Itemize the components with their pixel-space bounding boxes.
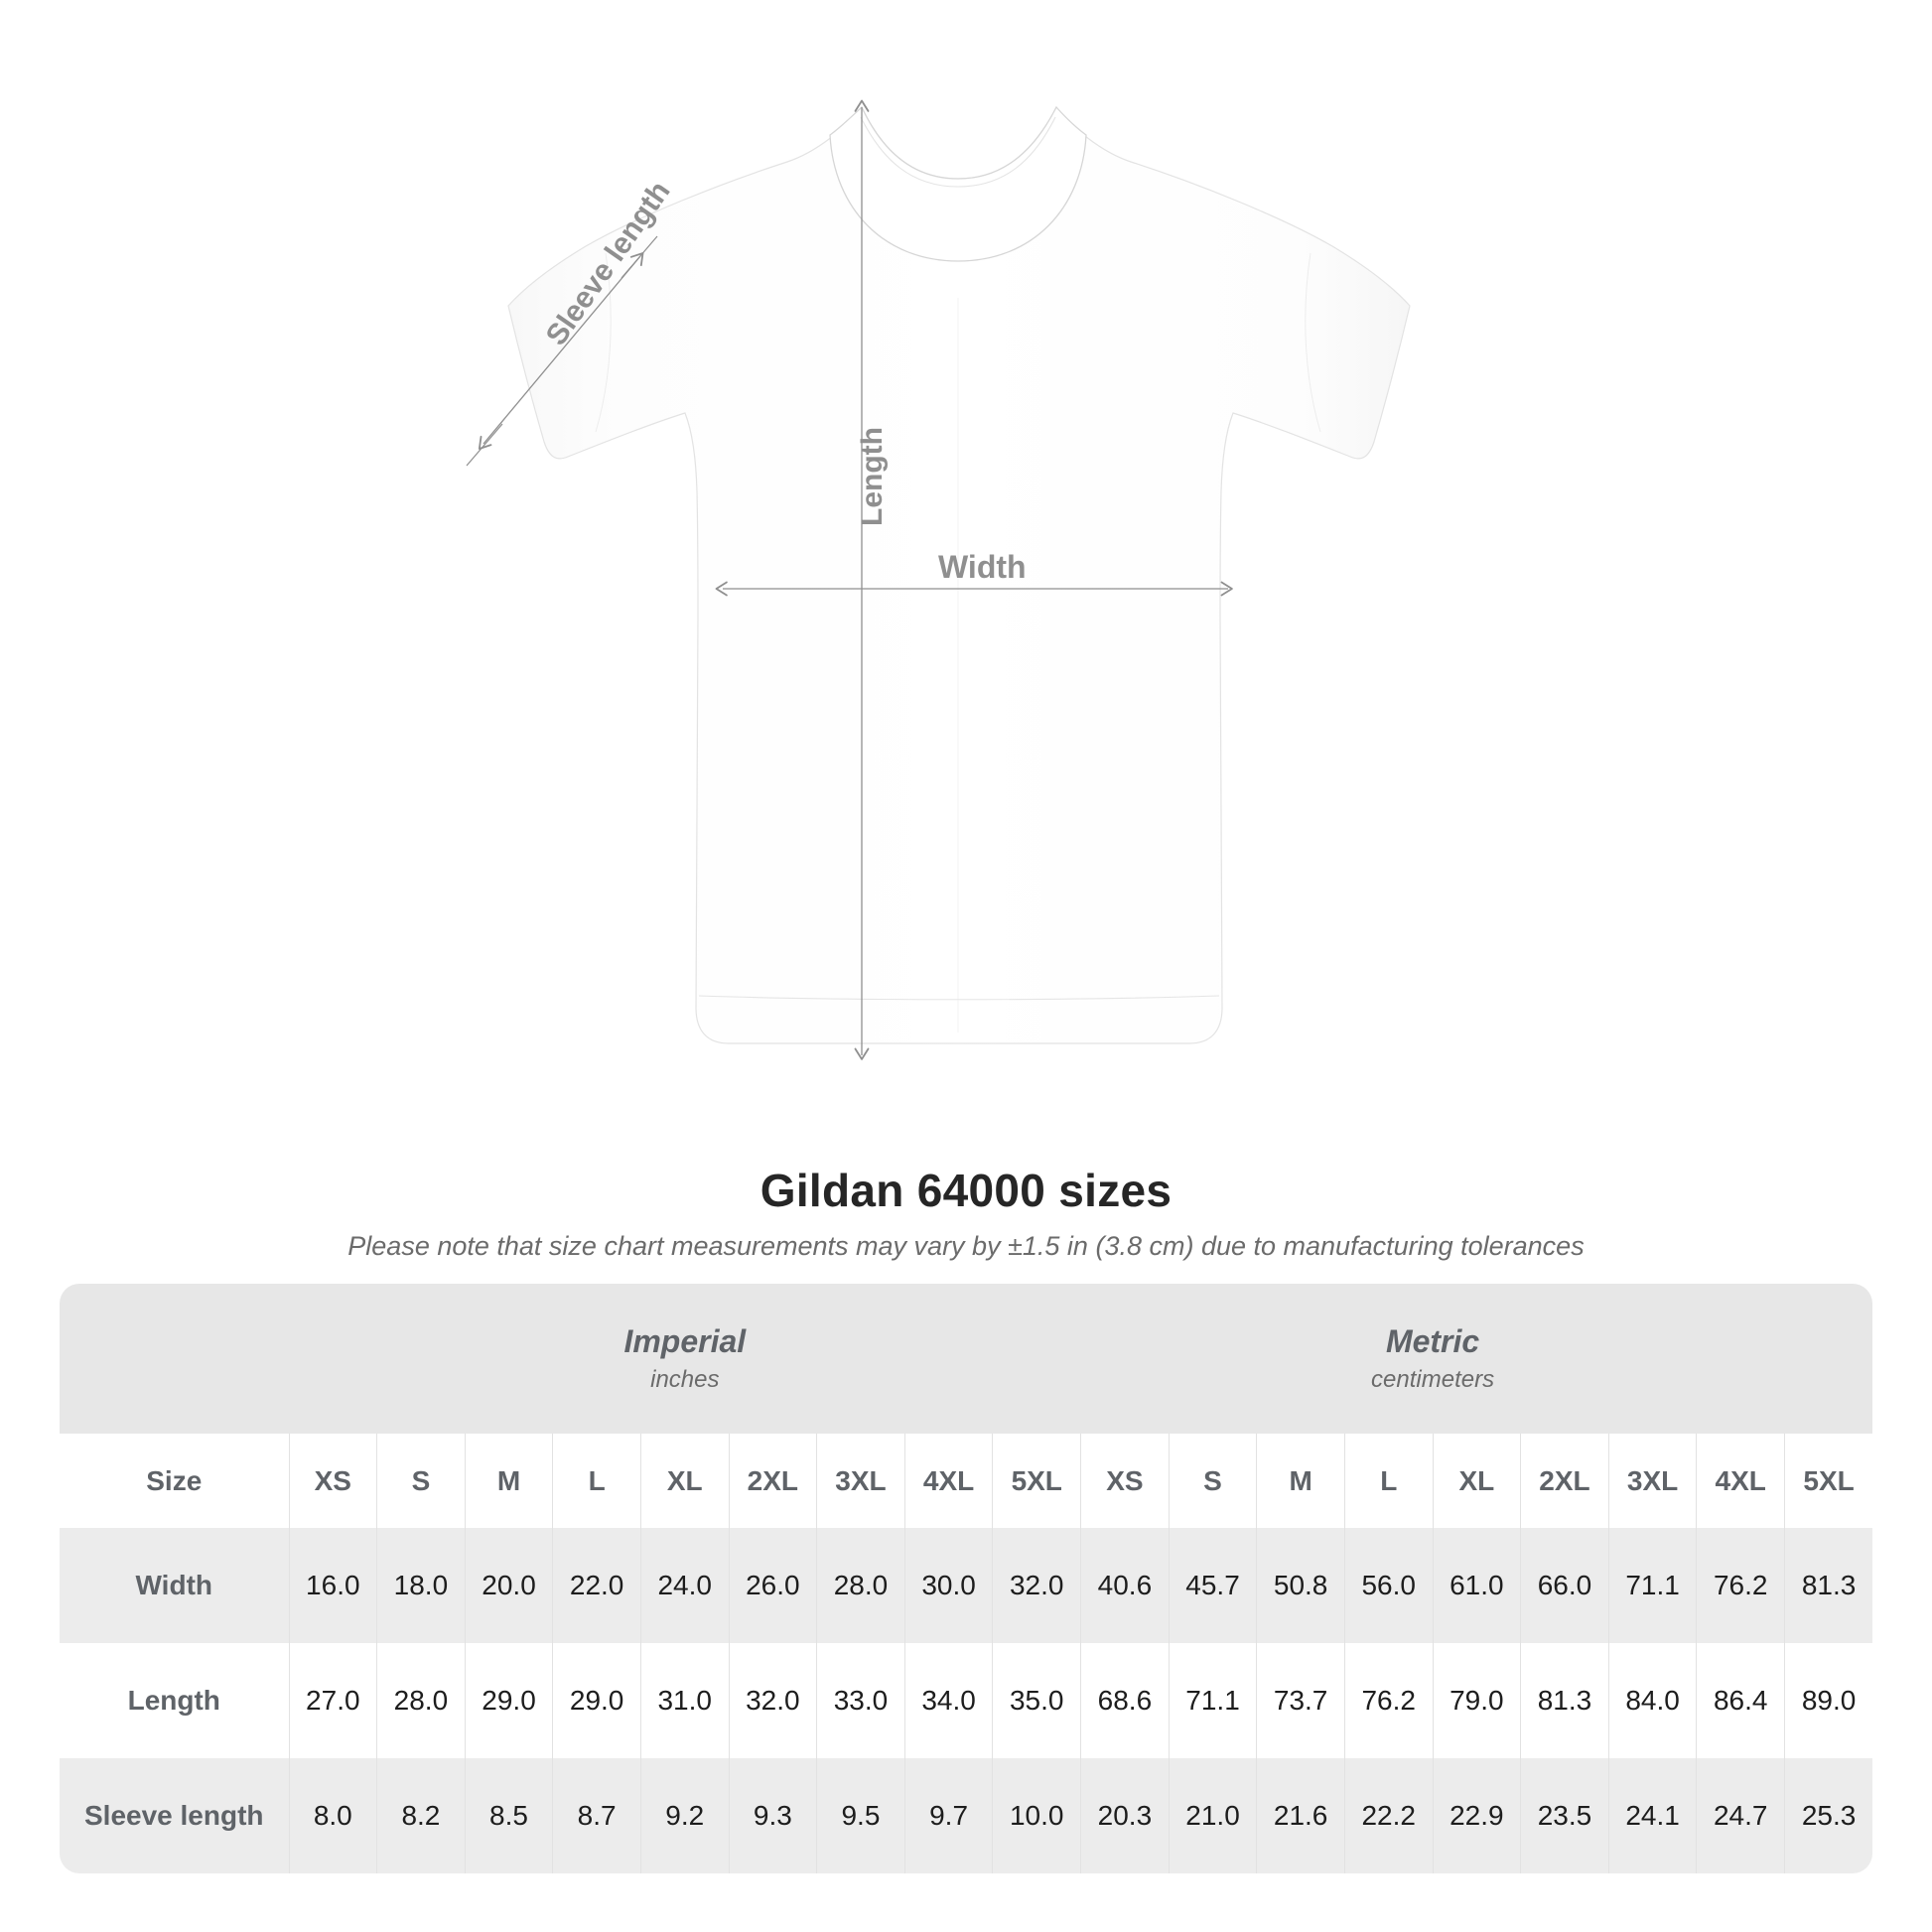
svg-text:Length: Length bbox=[856, 427, 889, 526]
svg-text:Width: Width bbox=[938, 549, 1027, 585]
svg-text:Sleeve length: Sleeve length bbox=[540, 176, 677, 351]
